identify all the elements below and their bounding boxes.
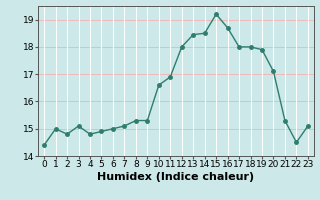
X-axis label: Humidex (Indice chaleur): Humidex (Indice chaleur) — [97, 172, 255, 182]
